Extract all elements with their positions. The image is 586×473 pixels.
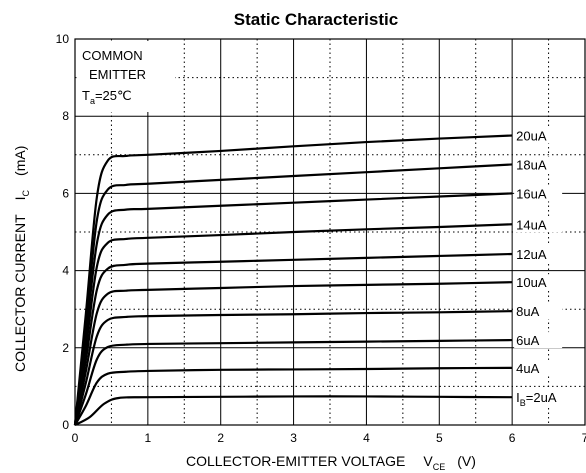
y-tick-label: 6 (62, 186, 69, 200)
curve-12uA (73, 252, 513, 426)
x-tick-label: 3 (290, 431, 297, 445)
curve-label-8uA: 8uA (516, 304, 539, 319)
x-tick-labels: 0 1 2 3 4 5 6 7 (72, 431, 586, 445)
annotation-line3: Ta=25℃ (82, 88, 132, 106)
x-tick-label: 2 (217, 431, 224, 445)
curve-10uA (73, 281, 513, 426)
y-tick-label: 2 (62, 341, 69, 355)
curve-label-2uA: IB=2uA (516, 390, 557, 408)
x-tick-label: 1 (145, 431, 152, 445)
x-tick-label: 5 (436, 431, 443, 445)
y-axis-label: COLLECTOR CURRENTIC(mA) (12, 146, 31, 372)
y-tick-label: 10 (56, 32, 70, 46)
y-tick-label: 0 (62, 418, 69, 432)
curve-labels: IB=2uA 4uA 6uA 8uA 10uA 12uA 14uA 16uA 18uA 20uA (514, 127, 563, 408)
plot-frame (74, 38, 586, 426)
chart-title: Static Characteristic (234, 10, 398, 29)
curve-16uA (73, 192, 513, 426)
curve-2uA (74, 395, 513, 426)
curve-label-20uA: 20uA (516, 129, 547, 144)
curve-14uA (73, 223, 513, 426)
x-tick-label: 6 (509, 431, 516, 445)
x-tick-label: 4 (363, 431, 370, 445)
y-tick-label: 8 (62, 109, 69, 123)
curve-label-12uA: 12uA (516, 247, 547, 262)
y-tick-labels: 0 2 4 6 8 10 (56, 32, 70, 432)
annotation-box: COMMON EMITTER Ta=25℃ (77, 41, 175, 112)
curves (73, 134, 513, 426)
curve-8uA (73, 310, 513, 426)
x-tick-label: 7 (582, 431, 586, 445)
curve-label-6uA: 6uA (516, 333, 539, 348)
curve-20uA (73, 134, 513, 426)
annotation-line1: COMMON (82, 48, 143, 63)
curve-4uA (74, 366, 513, 426)
annotation-line2: EMITTER (89, 67, 146, 82)
curve-label-10uA: 10uA (516, 275, 547, 290)
curve-6uA (73, 338, 513, 426)
curve-label-16uA: 16uA (516, 186, 547, 201)
curve-label-4uA: 4uA (516, 361, 539, 376)
curve-18uA (73, 163, 513, 426)
y-tick-label: 4 (62, 264, 69, 278)
curve-label-14uA: 14uA (516, 217, 547, 232)
curve-label-18uA: 18uA (516, 157, 547, 172)
x-tick-label: 0 (72, 431, 79, 445)
x-axis-label: COLLECTOR-EMITTER VOLTAGE VCE (V) (186, 453, 476, 472)
